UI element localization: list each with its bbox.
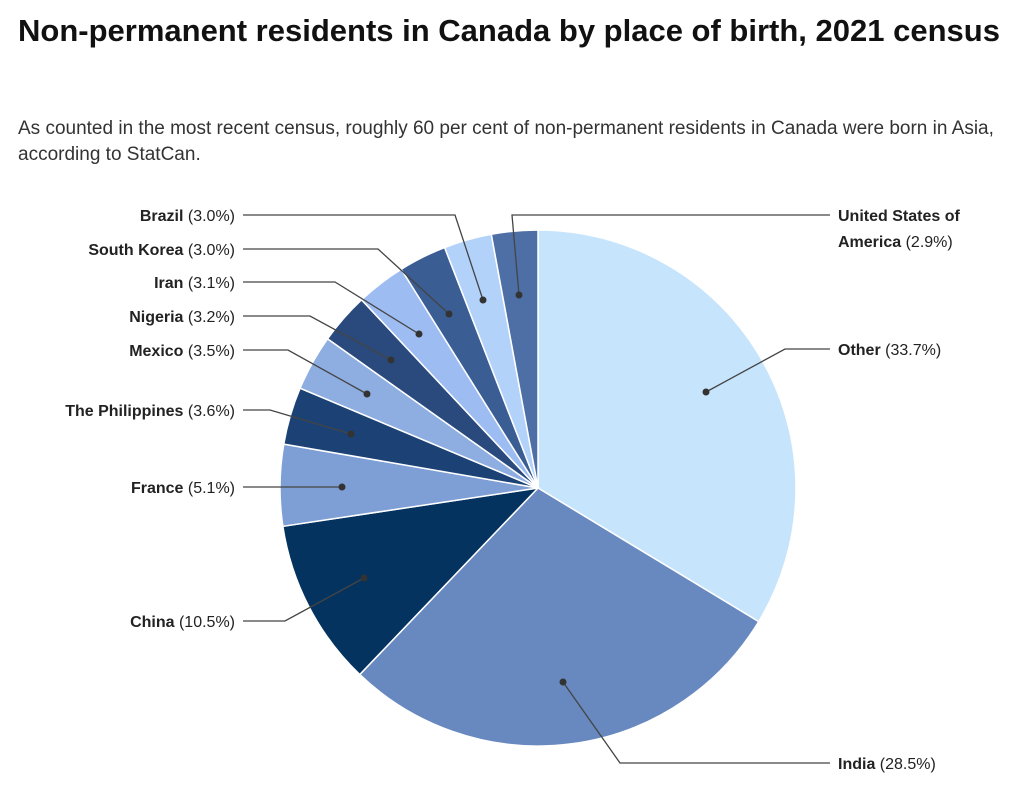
slice-label: United States of America (2.9%) [838,208,960,251]
leader-dot [702,388,710,396]
slice-label: South Korea (3.0%) [88,242,235,259]
leader-dot [363,390,371,398]
leader-dot [415,330,423,338]
slice-label: Other (33.7%) [838,342,941,359]
leader-line [705,348,830,393]
leader-line [243,577,365,622]
leader-line [511,214,830,296]
slice-label: China (10.5%) [130,614,235,631]
leader-line [243,281,420,335]
slice-label: France (5.1%) [131,480,235,497]
leader-dot [360,574,368,582]
leader-dot [559,678,567,686]
leader-line [243,409,352,435]
slice-label: The Philippines (3.6%) [65,403,235,420]
slice-label: Brazil (3.0%) [140,208,235,225]
leader-line [243,214,484,301]
leader-dot [479,296,487,304]
slice-label: Nigeria (3.2%) [129,309,235,326]
slice-label: Iran (3.1%) [154,275,235,292]
leader-dot [387,356,395,364]
leader-dot [338,483,346,491]
leader-line [243,349,368,395]
leader-dot [515,291,523,299]
leader-line [243,315,392,361]
pie-slice-united-states-of-america [490,229,539,489]
chart-title: Non-permanent residents in Canada by pla… [18,13,1000,48]
leader-dot [347,430,355,438]
leader-line [562,681,830,764]
pie-slice-china [282,486,541,676]
leader-dot [445,310,453,318]
chart-subtitle: As counted in the most recent census, ro… [18,118,994,165]
leader-line [243,248,450,315]
pie-slice-india [358,487,760,747]
slice-label: India (28.5%) [838,756,936,773]
slice-label: Mexico (3.5%) [129,343,235,360]
